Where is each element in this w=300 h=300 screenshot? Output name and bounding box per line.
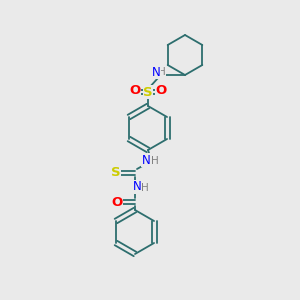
Text: O: O [129, 85, 141, 98]
Text: S: S [143, 85, 153, 98]
Text: N: N [142, 154, 150, 166]
Text: H: H [158, 67, 166, 77]
Text: O: O [155, 85, 167, 98]
Text: N: N [152, 65, 160, 79]
Text: N: N [133, 181, 141, 194]
Text: S: S [111, 167, 121, 179]
Text: O: O [111, 196, 123, 208]
Text: H: H [141, 183, 149, 193]
Text: H: H [151, 156, 159, 166]
